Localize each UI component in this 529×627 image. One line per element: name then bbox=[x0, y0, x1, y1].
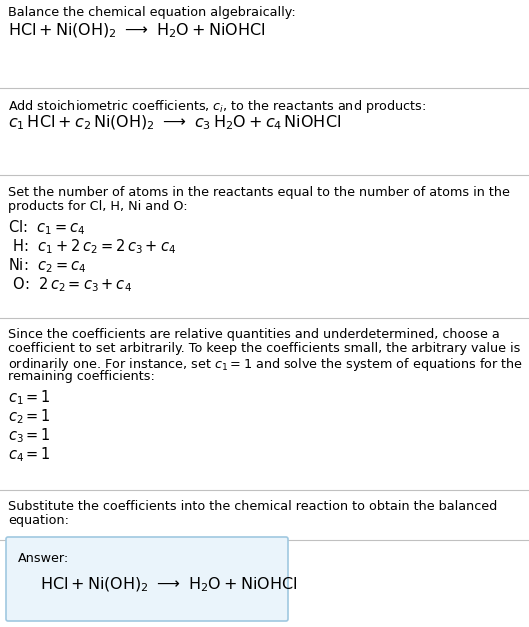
Text: coefficient to set arbitrarily. To keep the coefficients small, the arbitrary va: coefficient to set arbitrarily. To keep … bbox=[8, 342, 521, 355]
Text: Answer:: Answer: bbox=[18, 552, 69, 565]
Text: Set the number of atoms in the reactants equal to the number of atoms in the: Set the number of atoms in the reactants… bbox=[8, 186, 510, 199]
Text: $c_3 = 1$: $c_3 = 1$ bbox=[8, 426, 51, 445]
Text: Substitute the coefficients into the chemical reaction to obtain the balanced: Substitute the coefficients into the che… bbox=[8, 500, 497, 513]
Text: H:  $c_1 + 2\,c_2 = 2\,c_3 + c_4$: H: $c_1 + 2\,c_2 = 2\,c_3 + c_4$ bbox=[8, 237, 176, 256]
Text: $c_1\,\mathrm{HCl} + c_2\,\mathrm{Ni(OH)_2} \ {\longrightarrow} \ c_3\,\mathrm{H: $c_1\,\mathrm{HCl} + c_2\,\mathrm{Ni(OH)… bbox=[8, 114, 341, 132]
FancyBboxPatch shape bbox=[6, 537, 288, 621]
Text: $\mathrm{HCl + Ni(OH)_2 \ {\longrightarrow} \ H_2O + NiOHCl}$: $\mathrm{HCl + Ni(OH)_2 \ {\longrightarr… bbox=[8, 22, 266, 40]
Text: Cl:  $c_1 = c_4$: Cl: $c_1 = c_4$ bbox=[8, 218, 85, 237]
Text: $c_2 = 1$: $c_2 = 1$ bbox=[8, 407, 51, 426]
Text: $c_1 = 1$: $c_1 = 1$ bbox=[8, 388, 51, 407]
Text: O:  $2\,c_2 = c_3 + c_4$: O: $2\,c_2 = c_3 + c_4$ bbox=[8, 275, 132, 293]
Text: Ni:  $c_2 = c_4$: Ni: $c_2 = c_4$ bbox=[8, 256, 86, 275]
Text: remaining coefficients:: remaining coefficients: bbox=[8, 370, 155, 383]
Text: ordinarily one. For instance, set $c_1 = 1$ and solve the system of equations fo: ordinarily one. For instance, set $c_1 =… bbox=[8, 356, 523, 373]
Text: $c_4 = 1$: $c_4 = 1$ bbox=[8, 445, 51, 464]
Text: products for Cl, H, Ni and O:: products for Cl, H, Ni and O: bbox=[8, 200, 188, 213]
Text: $\mathrm{HCl + Ni(OH)_2 \ {\longrightarrow} \ H_2O + NiOHCl}$: $\mathrm{HCl + Ni(OH)_2 \ {\longrightarr… bbox=[40, 576, 297, 594]
Text: Add stoichiometric coefficients, $c_i$, to the reactants and products:: Add stoichiometric coefficients, $c_i$, … bbox=[8, 98, 426, 115]
Text: Balance the chemical equation algebraically:: Balance the chemical equation algebraica… bbox=[8, 6, 296, 19]
Text: equation:: equation: bbox=[8, 514, 69, 527]
Text: Since the coefficients are relative quantities and underdetermined, choose a: Since the coefficients are relative quan… bbox=[8, 328, 500, 341]
